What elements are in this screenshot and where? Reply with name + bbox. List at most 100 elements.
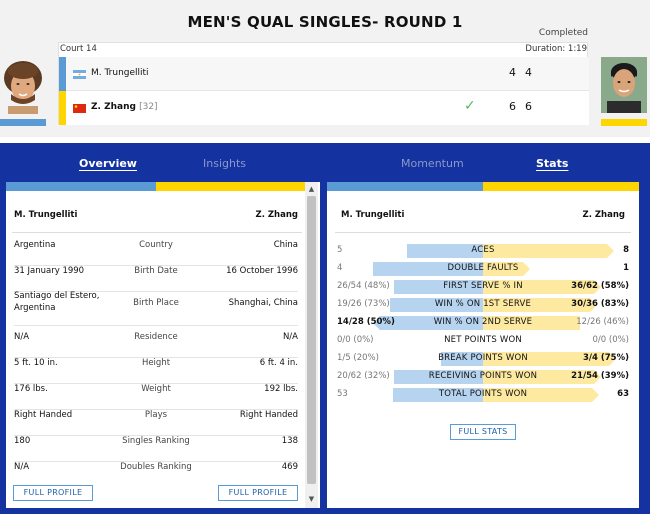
stat-row-total-points-won: 53 TOTAL POINTS WON 63 [327,388,639,402]
player-1-score-row[interactable]: M. Trungelliti 4 4 [59,57,589,91]
player-1-avatar[interactable] [0,58,46,114]
stat-p1-value: 26/54 (48%) [337,281,390,291]
stat-bar-p2 [483,388,592,402]
profile-p1-bar [6,182,156,191]
profile-header: M. Trungelliti Z. Zhang [14,210,298,220]
argentina-flag-icon [73,70,86,79]
profile-color-bars [6,182,320,191]
scroll-down-icon[interactable]: ▼ [308,495,315,503]
profile-row-p1-value: N/A [14,462,30,472]
profile-row-p1-value: Right Handed [14,410,73,420]
tab-momentum[interactable]: Momentum [401,157,464,170]
stat-p2-value: 36/62 (58%) [571,281,629,291]
stat-bar-p1 [393,388,483,402]
stat-row-win-on-2nd-serve: 14/28 (50%) WIN % ON 2ND SERVE 12/26 (46%) [327,316,639,330]
stat-bar-p2 [483,316,580,330]
stat-label: RECEIVING POINTS WON [428,371,538,381]
stat-p2-value: 1 [623,263,629,273]
tab-overview[interactable]: Overview [79,157,137,170]
player-2-name[interactable]: Z. Zhang [32] [91,102,158,112]
stat-arrow-p2-icon [590,298,597,312]
profile-row-p1-value: N/A [14,332,30,342]
profile-row-p2-value: 16 October 1996 [226,266,298,276]
tab-stats[interactable]: Stats [536,157,569,170]
profile-panel: M. Trungelliti Z. Zhang Argentina Countr… [6,182,320,508]
profile-row-country: Argentina Country China [14,240,298,266]
stat-bar-p2 [483,298,590,312]
full-stats-button[interactable]: FULL STATS [450,424,516,440]
stats-p2-name: Z. Zhang [582,210,625,220]
stat-bar-p2 [483,262,523,276]
stat-label: NET POINTS WON [444,335,522,345]
profile-scrollbar[interactable]: ▲ ▼ [305,182,318,508]
china-flag-icon [73,104,86,113]
stat-bar-p2 [483,352,609,366]
player-2-color-bar [601,119,647,126]
profile-divider [12,232,302,233]
stat-label: TOTAL POINTS WON [438,389,528,399]
profile-row-label: Birth Place [133,298,179,308]
stat-bar-p1 [380,316,483,330]
stat-p1-value: 5 [337,245,343,255]
player-1-color-bar [0,119,46,126]
stat-bar-p1 [394,370,483,384]
stat-label: ACES [471,245,495,255]
stats-color-bars [327,182,639,191]
stat-p1-value: 14/28 (50%) [337,317,395,327]
stat-bar-p1 [373,262,483,276]
stat-p2-value: 21/54 (39%) [571,371,629,381]
stat-p1-value: 4 [337,263,343,273]
stat-arrow-p2-icon [607,244,614,258]
stat-p1-value: 20/62 (32%) [337,371,390,381]
profile-row-residence: N/A Residence N/A [14,332,298,358]
stat-bar-p2 [483,244,607,258]
player-2-avatar[interactable] [601,57,647,113]
stats-header: M. Trungelliti Z. Zhang [341,210,625,220]
profile-p1-name: M. Trungelliti [14,210,78,220]
profile-row-doubles-ranking: N/A Doubles Ranking 469 [14,462,298,484]
player-1-name[interactable]: M. Trungelliti [91,68,149,78]
stats-p1-name: M. Trungelliti [341,210,405,220]
player-1-set-1: 4 [509,66,516,79]
stat-label: FIRST SERVE % IN [443,281,523,291]
stat-p2-value: 12/26 (46%) [576,317,629,327]
stat-row-win-on-1st-serve: 19/26 (73%) WIN % ON 1ST SERVE 30/36 (83%) [327,298,639,312]
stat-label: WIN % ON 2ND SERVE [433,317,533,327]
stat-p2-value: 63 [617,389,629,399]
profile-row-singles-ranking: 180 Singles Ranking 138 [14,436,298,462]
profile-row-p2-value: China [273,240,298,250]
match-duration: Duration: 1:19 [525,44,587,54]
profile-row-weight: 176 lbs. Weight 192 lbs. [14,384,298,410]
profile-row-birth-place: Santiago del Estero, Argentina Birth Pla… [14,290,298,326]
profile-row-label: Birth Date [134,266,178,276]
player-1-set-2: 4 [525,66,532,79]
stats-p1-bar [327,182,483,191]
player-2-stripe [59,91,66,125]
profile-row-label: Country [139,240,173,250]
profile-row-p1-value: 31 January 1990 [14,266,85,276]
stat-p2-value: 8 [623,245,629,255]
player-2-score-row[interactable]: Z. Zhang [32] ✓ 6 6 [59,91,589,125]
stat-arrow-p2-icon [592,388,599,402]
stats-p2-bar [483,182,639,191]
stat-label: DOUBLE FAULTS [447,263,519,273]
scoreboard-meta: Court 14 Duration: 1:19 [59,43,589,57]
p2-full-profile-button[interactable]: FULL PROFILE [218,485,298,501]
stat-p1-value: 53 [337,389,348,399]
scroll-thumb[interactable] [307,196,316,484]
profile-p2-bar [156,182,306,191]
scroll-up-icon[interactable]: ▲ [308,185,315,193]
profile-row-p1-value: 176 lbs. [14,384,48,394]
stat-arrow-p2-icon [609,352,616,366]
stat-row-receiving-points-won: 20/62 (32%) RECEIVING POINTS WON 21/54 (39… [327,370,639,384]
profile-row-p2-value: 6 ft. 4 in. [259,358,298,368]
profile-row-p2-value: 469 [281,462,298,472]
stats-panel: M. Trungelliti Z. Zhang 5 ACES 8 4 DOUBLE FA… [327,182,639,508]
stat-bar-p2 [483,280,594,294]
p1-full-profile-button[interactable]: FULL PROFILE [13,485,93,501]
profile-row-label: Weight [141,384,171,394]
profile-row-label: Height [141,358,171,368]
stat-arrow-p2-icon [594,280,601,294]
tab-insights[interactable]: Insights [203,157,247,170]
